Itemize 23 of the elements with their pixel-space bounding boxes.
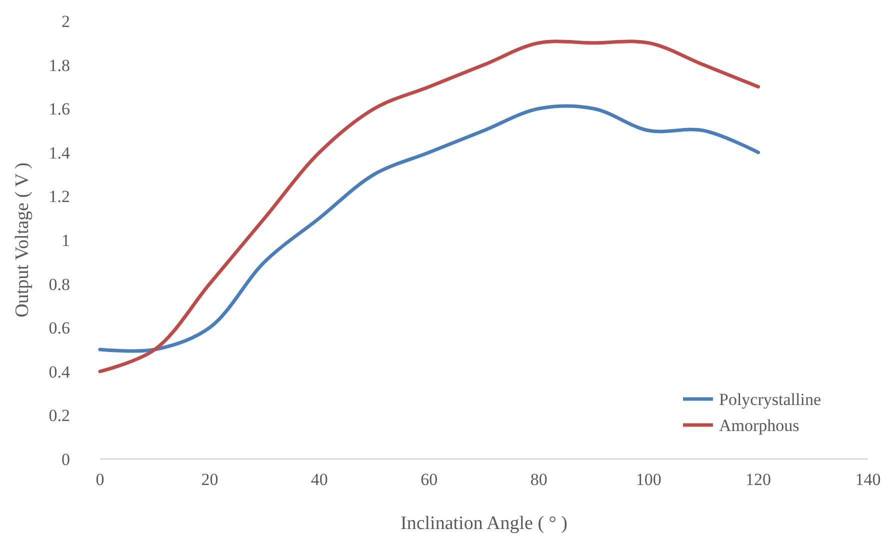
y-tick-label: 2 <box>62 12 70 31</box>
y-tick-label: 1 <box>62 231 70 250</box>
y-tick-label: 1.4 <box>48 143 70 162</box>
x-tick-label: 80 <box>530 470 548 489</box>
x-tick-label: 100 <box>636 470 662 489</box>
y-tick-label: 1.2 <box>48 187 70 206</box>
y-tick-label: 0.8 <box>48 274 70 294</box>
x-tick-label: 40 <box>310 470 328 489</box>
y-tick-label: 0.2 <box>48 406 70 426</box>
x-tick-label: 140 <box>855 470 881 489</box>
x-tick-label: 20 <box>201 470 218 489</box>
y-axis-title: Output Voltage ( V ) <box>12 162 33 318</box>
x-axis-title: Inclination Angle ( ° ) <box>400 513 568 534</box>
x-tick-label: 0 <box>96 470 104 489</box>
y-tick-label: 1.6 <box>48 100 70 119</box>
x-tick-label: 60 <box>420 470 438 489</box>
y-tick-label: 0.4 <box>48 362 70 382</box>
y-tick-label: 0.6 <box>48 318 70 338</box>
legend-label: Amorphous <box>719 416 800 435</box>
y-tick-label: 0 <box>62 450 70 469</box>
y-tick-label: 1.8 <box>48 56 70 75</box>
x-tick-label: 120 <box>746 470 772 489</box>
legend-label: Polycrystalline <box>719 390 821 409</box>
